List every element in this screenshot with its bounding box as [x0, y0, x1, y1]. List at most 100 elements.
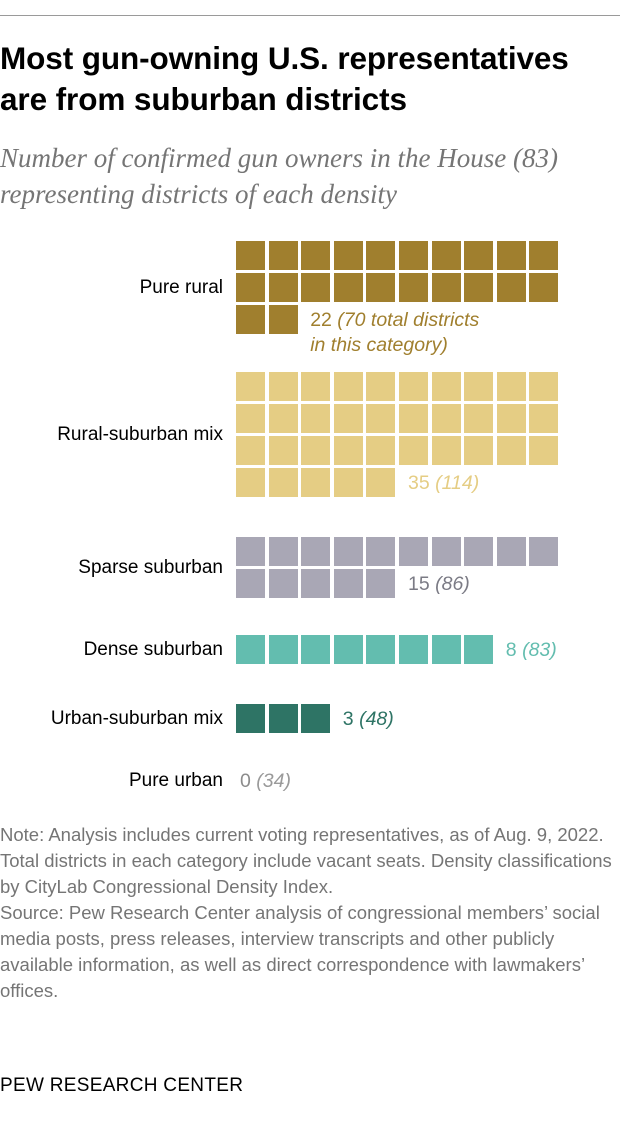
waffle-square [399, 404, 428, 433]
waffle-square [431, 436, 461, 465]
waffle-square [301, 273, 331, 302]
waffle-square [268, 635, 298, 664]
value-total-districts-line2: in this category) [310, 333, 448, 356]
waffle-square [366, 372, 396, 401]
waffle-square [496, 372, 526, 401]
waffle-square [236, 635, 265, 664]
waffle-square [333, 404, 363, 433]
waffle-square [301, 436, 331, 465]
category-label-sparse-suburban: Sparse suburban [78, 556, 223, 578]
value-total-districts: (34) [250, 769, 291, 792]
waffle-square [236, 404, 265, 433]
waffle-square [333, 273, 363, 302]
value-label-rural-suburban-mix: 35 (114) [408, 471, 479, 495]
waffle-square [366, 569, 396, 598]
waffle-square [464, 273, 494, 302]
chart-subtitle: Number of confirmed gun owners in the Ho… [0, 143, 558, 209]
value-count: 22 [310, 308, 332, 331]
waffle-square [431, 537, 461, 566]
waffle-square [496, 241, 526, 270]
waffle-square [236, 436, 265, 465]
waffle-square [431, 273, 461, 302]
waffle-square [236, 372, 265, 401]
waffle-square [431, 372, 461, 401]
waffle-square [431, 635, 461, 664]
waffle-square [496, 404, 526, 433]
waffle-square [399, 241, 428, 270]
waffle-square [399, 635, 428, 664]
waffle-square [464, 635, 494, 664]
waffle-square [268, 537, 298, 566]
waffle-square [301, 241, 331, 270]
notes-block: Note: Analysis includes current voting r… [0, 822, 612, 1004]
value-total-districts: (48) [353, 707, 394, 730]
waffle-square [268, 436, 298, 465]
waffle-square [366, 241, 396, 270]
top-rule [0, 15, 620, 16]
waffle-square [301, 704, 331, 733]
waffle-square [366, 436, 396, 465]
waffle-square [529, 372, 559, 401]
waffle-square [399, 372, 428, 401]
waffle-square [496, 537, 526, 566]
value-total-districts: (83) [516, 638, 557, 661]
waffle-square [431, 241, 461, 270]
waffle-square [301, 569, 331, 598]
chart-title: Most gun-owning U.S. representatives are… [0, 40, 569, 117]
waffle-square [301, 372, 331, 401]
waffle-square [268, 305, 298, 334]
waffle-square [529, 436, 559, 465]
waffle-square [301, 468, 331, 497]
waffle-square [236, 305, 265, 334]
waffle-square [529, 273, 559, 302]
waffle-square [399, 273, 428, 302]
value-total-districts: (70 total districts [331, 308, 480, 331]
waffle-square [268, 372, 298, 401]
value-count: 8 [505, 638, 517, 661]
waffle-square [333, 537, 363, 566]
waffle-square [366, 404, 396, 433]
waffle-square [529, 241, 559, 270]
category-label-dense-suburban: Dense suburban [83, 638, 223, 660]
waffle-square [431, 404, 461, 433]
value-total-districts: (114) [429, 471, 480, 494]
value-label-dense-suburban: 8 (83) [506, 638, 557, 662]
value-label-pure-urban: 0 (34) [240, 769, 291, 793]
note-text: Note: Analysis includes current voting r… [0, 824, 612, 897]
footer-credit: PEW RESEARCH CENTER [0, 1075, 244, 1096]
waffle-square [464, 372, 494, 401]
value-total-districts: (86) [429, 572, 470, 595]
waffle-square [333, 468, 363, 497]
waffle-square [529, 537, 559, 566]
category-label-rural-suburban-mix: Rural-suburban mix [57, 423, 223, 445]
value-label-urban-suburban-mix: 3 (48) [343, 707, 394, 731]
waffle-square [399, 537, 428, 566]
waffle-square [268, 241, 298, 270]
waffle-square [333, 372, 363, 401]
waffle-square [236, 569, 265, 598]
waffle-square [236, 273, 265, 302]
waffle-square [268, 273, 298, 302]
waffle-square [301, 404, 331, 433]
value-label-sparse-suburban: 15 (86) [408, 572, 470, 596]
value-count: 0 [240, 769, 251, 792]
waffle-square [236, 468, 265, 497]
waffle-square [268, 704, 298, 733]
waffle-square [464, 404, 494, 433]
waffle-square [399, 436, 428, 465]
waffle-square [333, 436, 363, 465]
waffle-square [301, 635, 331, 664]
waffle-square [268, 468, 298, 497]
waffle-square [236, 241, 265, 270]
waffle-square [268, 404, 298, 433]
waffle-square [366, 635, 396, 664]
waffle-square [268, 569, 298, 598]
value-count: 35 [408, 471, 430, 494]
waffle-square [496, 436, 526, 465]
waffle-square [529, 404, 559, 433]
waffle-square [333, 569, 363, 598]
waffle-square [464, 436, 494, 465]
waffle-square [366, 537, 396, 566]
waffle-square [236, 537, 265, 566]
waffle-square [464, 241, 494, 270]
